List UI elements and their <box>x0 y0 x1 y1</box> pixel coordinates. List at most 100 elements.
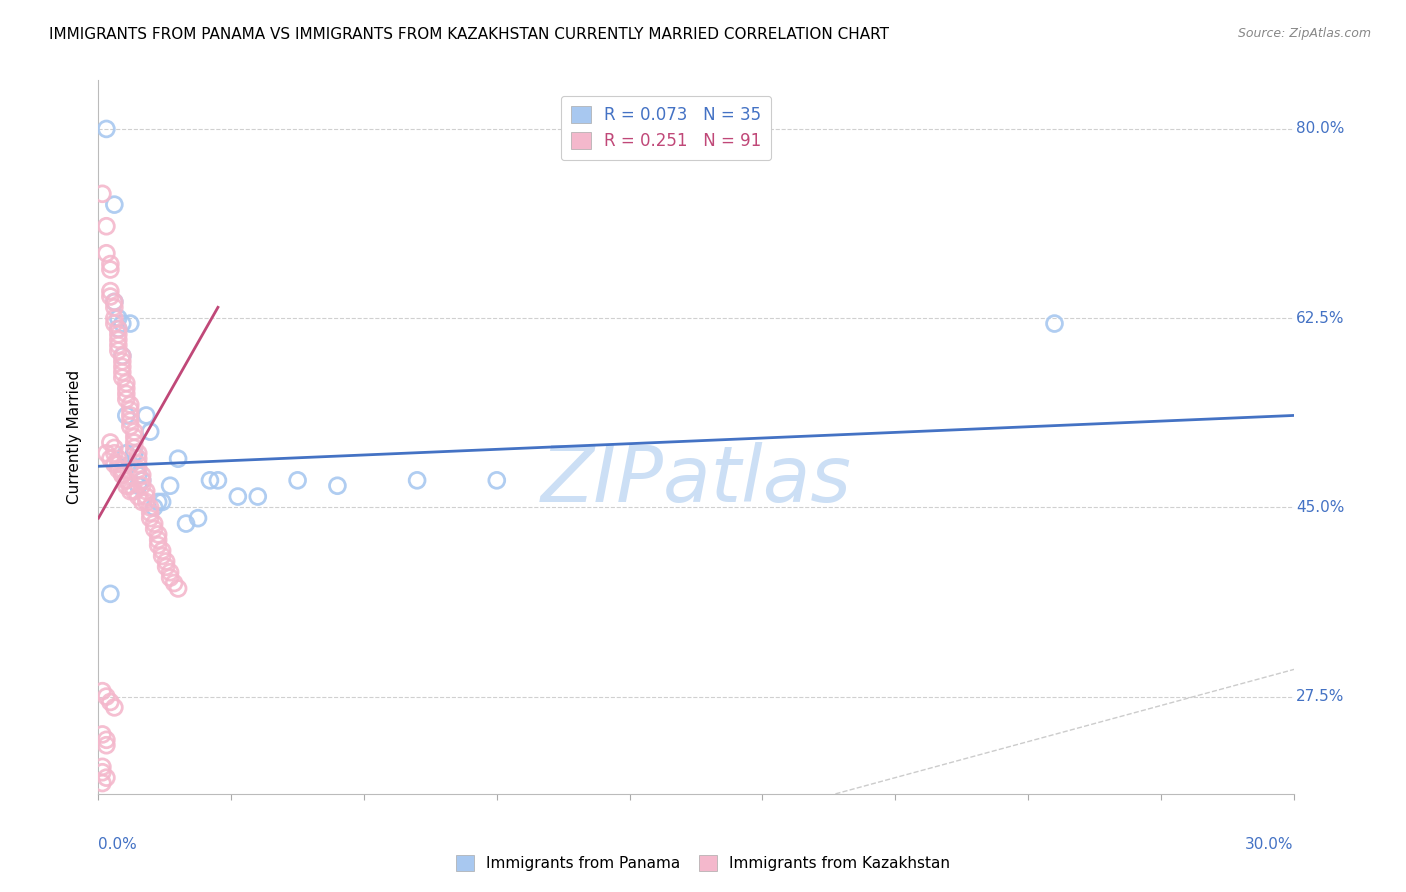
Point <box>150 495 173 509</box>
Point <box>155 559 177 574</box>
Point <box>96 446 118 460</box>
Point <box>111 462 134 476</box>
Point <box>120 403 142 417</box>
Point <box>187 511 209 525</box>
Point <box>159 479 181 493</box>
Point <box>111 370 134 384</box>
Point <box>120 409 142 423</box>
Point <box>124 484 146 499</box>
Point <box>111 467 134 482</box>
Point <box>163 576 186 591</box>
Point <box>139 425 162 439</box>
Point <box>115 381 138 395</box>
Y-axis label: Currently Married: Currently Married <box>67 370 83 504</box>
Point <box>127 446 149 460</box>
Point <box>135 409 157 423</box>
Point <box>107 327 129 342</box>
Point <box>406 473 429 487</box>
Point <box>1043 317 1066 331</box>
Point <box>111 359 134 374</box>
Point <box>98 257 122 271</box>
Point <box>143 500 166 515</box>
Point <box>131 495 153 509</box>
Point <box>111 467 134 482</box>
Point <box>159 571 181 585</box>
Point <box>207 473 229 487</box>
Point <box>120 419 142 434</box>
Point <box>485 473 508 487</box>
Point <box>115 473 138 487</box>
Point <box>124 446 146 460</box>
Point <box>115 409 138 423</box>
Point <box>111 349 134 363</box>
Point <box>131 473 153 487</box>
Point <box>111 317 134 331</box>
Point <box>103 441 125 455</box>
Point <box>98 262 122 277</box>
Point <box>103 317 125 331</box>
Point <box>103 311 125 326</box>
Point <box>91 727 114 741</box>
Point <box>120 457 142 471</box>
Point <box>111 349 134 363</box>
Text: ZIPatlas: ZIPatlas <box>540 442 852 518</box>
Point <box>174 516 197 531</box>
Point <box>131 473 153 487</box>
Point <box>98 435 122 450</box>
Point <box>98 451 122 466</box>
Point <box>96 738 118 752</box>
Point <box>103 446 125 460</box>
Point <box>91 186 114 201</box>
Point <box>155 554 177 568</box>
Point <box>103 700 125 714</box>
Point <box>111 365 134 379</box>
Point <box>107 322 129 336</box>
Point <box>127 490 149 504</box>
Point <box>96 771 118 785</box>
Point <box>143 522 166 536</box>
Point <box>115 387 138 401</box>
Point <box>246 490 269 504</box>
Point <box>127 479 149 493</box>
Point <box>107 338 129 352</box>
Point <box>326 479 349 493</box>
Point <box>107 457 129 471</box>
Point <box>124 446 146 460</box>
Point <box>96 219 118 234</box>
Point <box>115 376 138 390</box>
Point <box>107 311 129 326</box>
Point <box>103 294 125 309</box>
Text: 45.0%: 45.0% <box>1296 500 1344 515</box>
Point <box>150 549 173 563</box>
Point <box>124 425 146 439</box>
Point <box>159 566 181 580</box>
Point <box>135 495 157 509</box>
Text: 30.0%: 30.0% <box>1246 837 1294 852</box>
Point <box>148 495 170 509</box>
Point <box>96 246 118 260</box>
Point <box>91 760 114 774</box>
Point <box>124 441 146 455</box>
Point <box>107 322 129 336</box>
Point <box>96 122 118 136</box>
Point <box>107 343 129 358</box>
Point <box>124 430 146 444</box>
Point <box>103 294 125 309</box>
Point <box>127 457 149 471</box>
Point <box>115 479 138 493</box>
Point <box>287 473 309 487</box>
Point <box>115 473 138 487</box>
Point <box>107 462 129 476</box>
Point <box>127 467 149 482</box>
Point <box>167 582 190 596</box>
Point <box>107 451 129 466</box>
Point <box>148 527 170 541</box>
Point <box>148 533 170 547</box>
Point <box>91 684 114 698</box>
Point <box>111 354 134 368</box>
Point <box>198 473 221 487</box>
Point <box>124 435 146 450</box>
Point <box>98 695 122 709</box>
Point <box>120 414 142 428</box>
Text: Source: ZipAtlas.com: Source: ZipAtlas.com <box>1237 27 1371 40</box>
